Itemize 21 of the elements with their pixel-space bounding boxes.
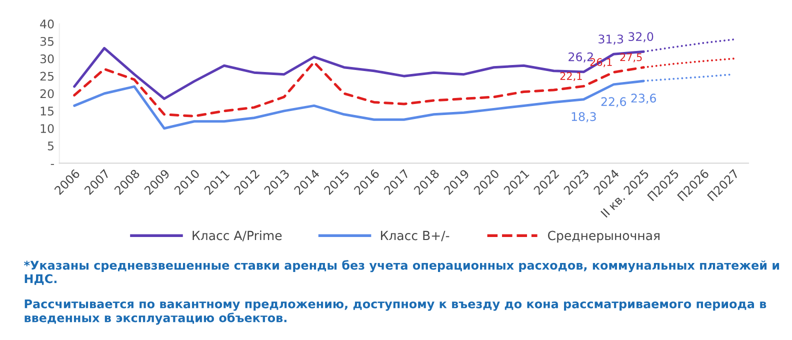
- data-label: 22,6: [601, 97, 626, 108]
- y-tick-label: -: [50, 164, 54, 165]
- y-tick-label: 25: [40, 72, 54, 81]
- data-label: 22,1: [560, 72, 582, 82]
- legend-label: Класс A/Prime: [192, 230, 282, 242]
- data-label: 32,0: [628, 32, 654, 42]
- legend-label: Среднерыночная: [548, 230, 660, 243]
- legend-label: Класс B+/-: [381, 230, 450, 242]
- y-tick-label: 10: [40, 124, 54, 134]
- data-label: 27,5: [620, 53, 642, 62]
- text: Рассчитывается по вакантному предложению, доступному к въезду до кона рассматриваемого периода в введенных в эксплуатацию объектов.: [24, 299, 766, 325]
- y-tick-label: 35: [40, 36, 54, 46]
- y-tick-label: 5: [48, 142, 54, 150]
- data-label: 31,3: [598, 34, 624, 45]
- y-tick-label: 40: [40, 20, 54, 28]
- y-tick-label: 30: [40, 54, 54, 64]
- y-tick-label: 20: [40, 89, 54, 98]
- y-tick-label: 15: [40, 106, 54, 116]
- data-label: 23,6: [631, 94, 656, 104]
- data-label: 18,3: [572, 112, 596, 122]
- text: *Указаны средневзвешенные ставки аренды без учета операционных расходов, коммунальных платежей и НДС.: [24, 260, 780, 285]
